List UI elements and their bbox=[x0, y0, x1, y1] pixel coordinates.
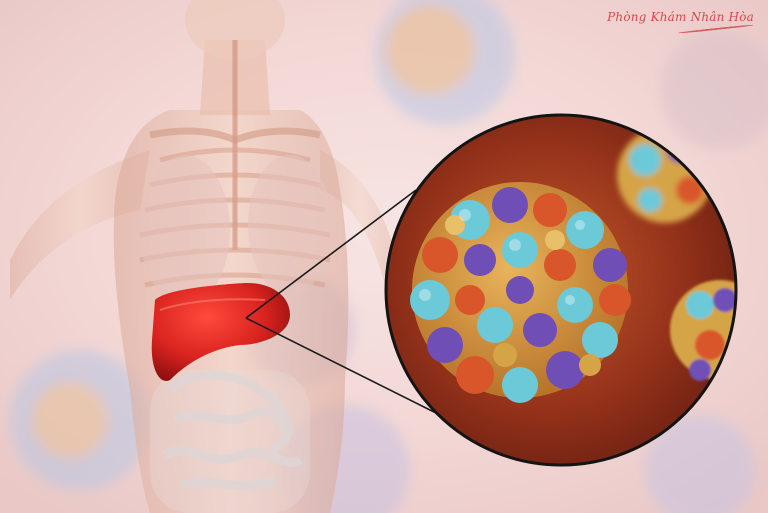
watermark-logo: Phòng Khám Nhân Hòa bbox=[607, 10, 754, 24]
